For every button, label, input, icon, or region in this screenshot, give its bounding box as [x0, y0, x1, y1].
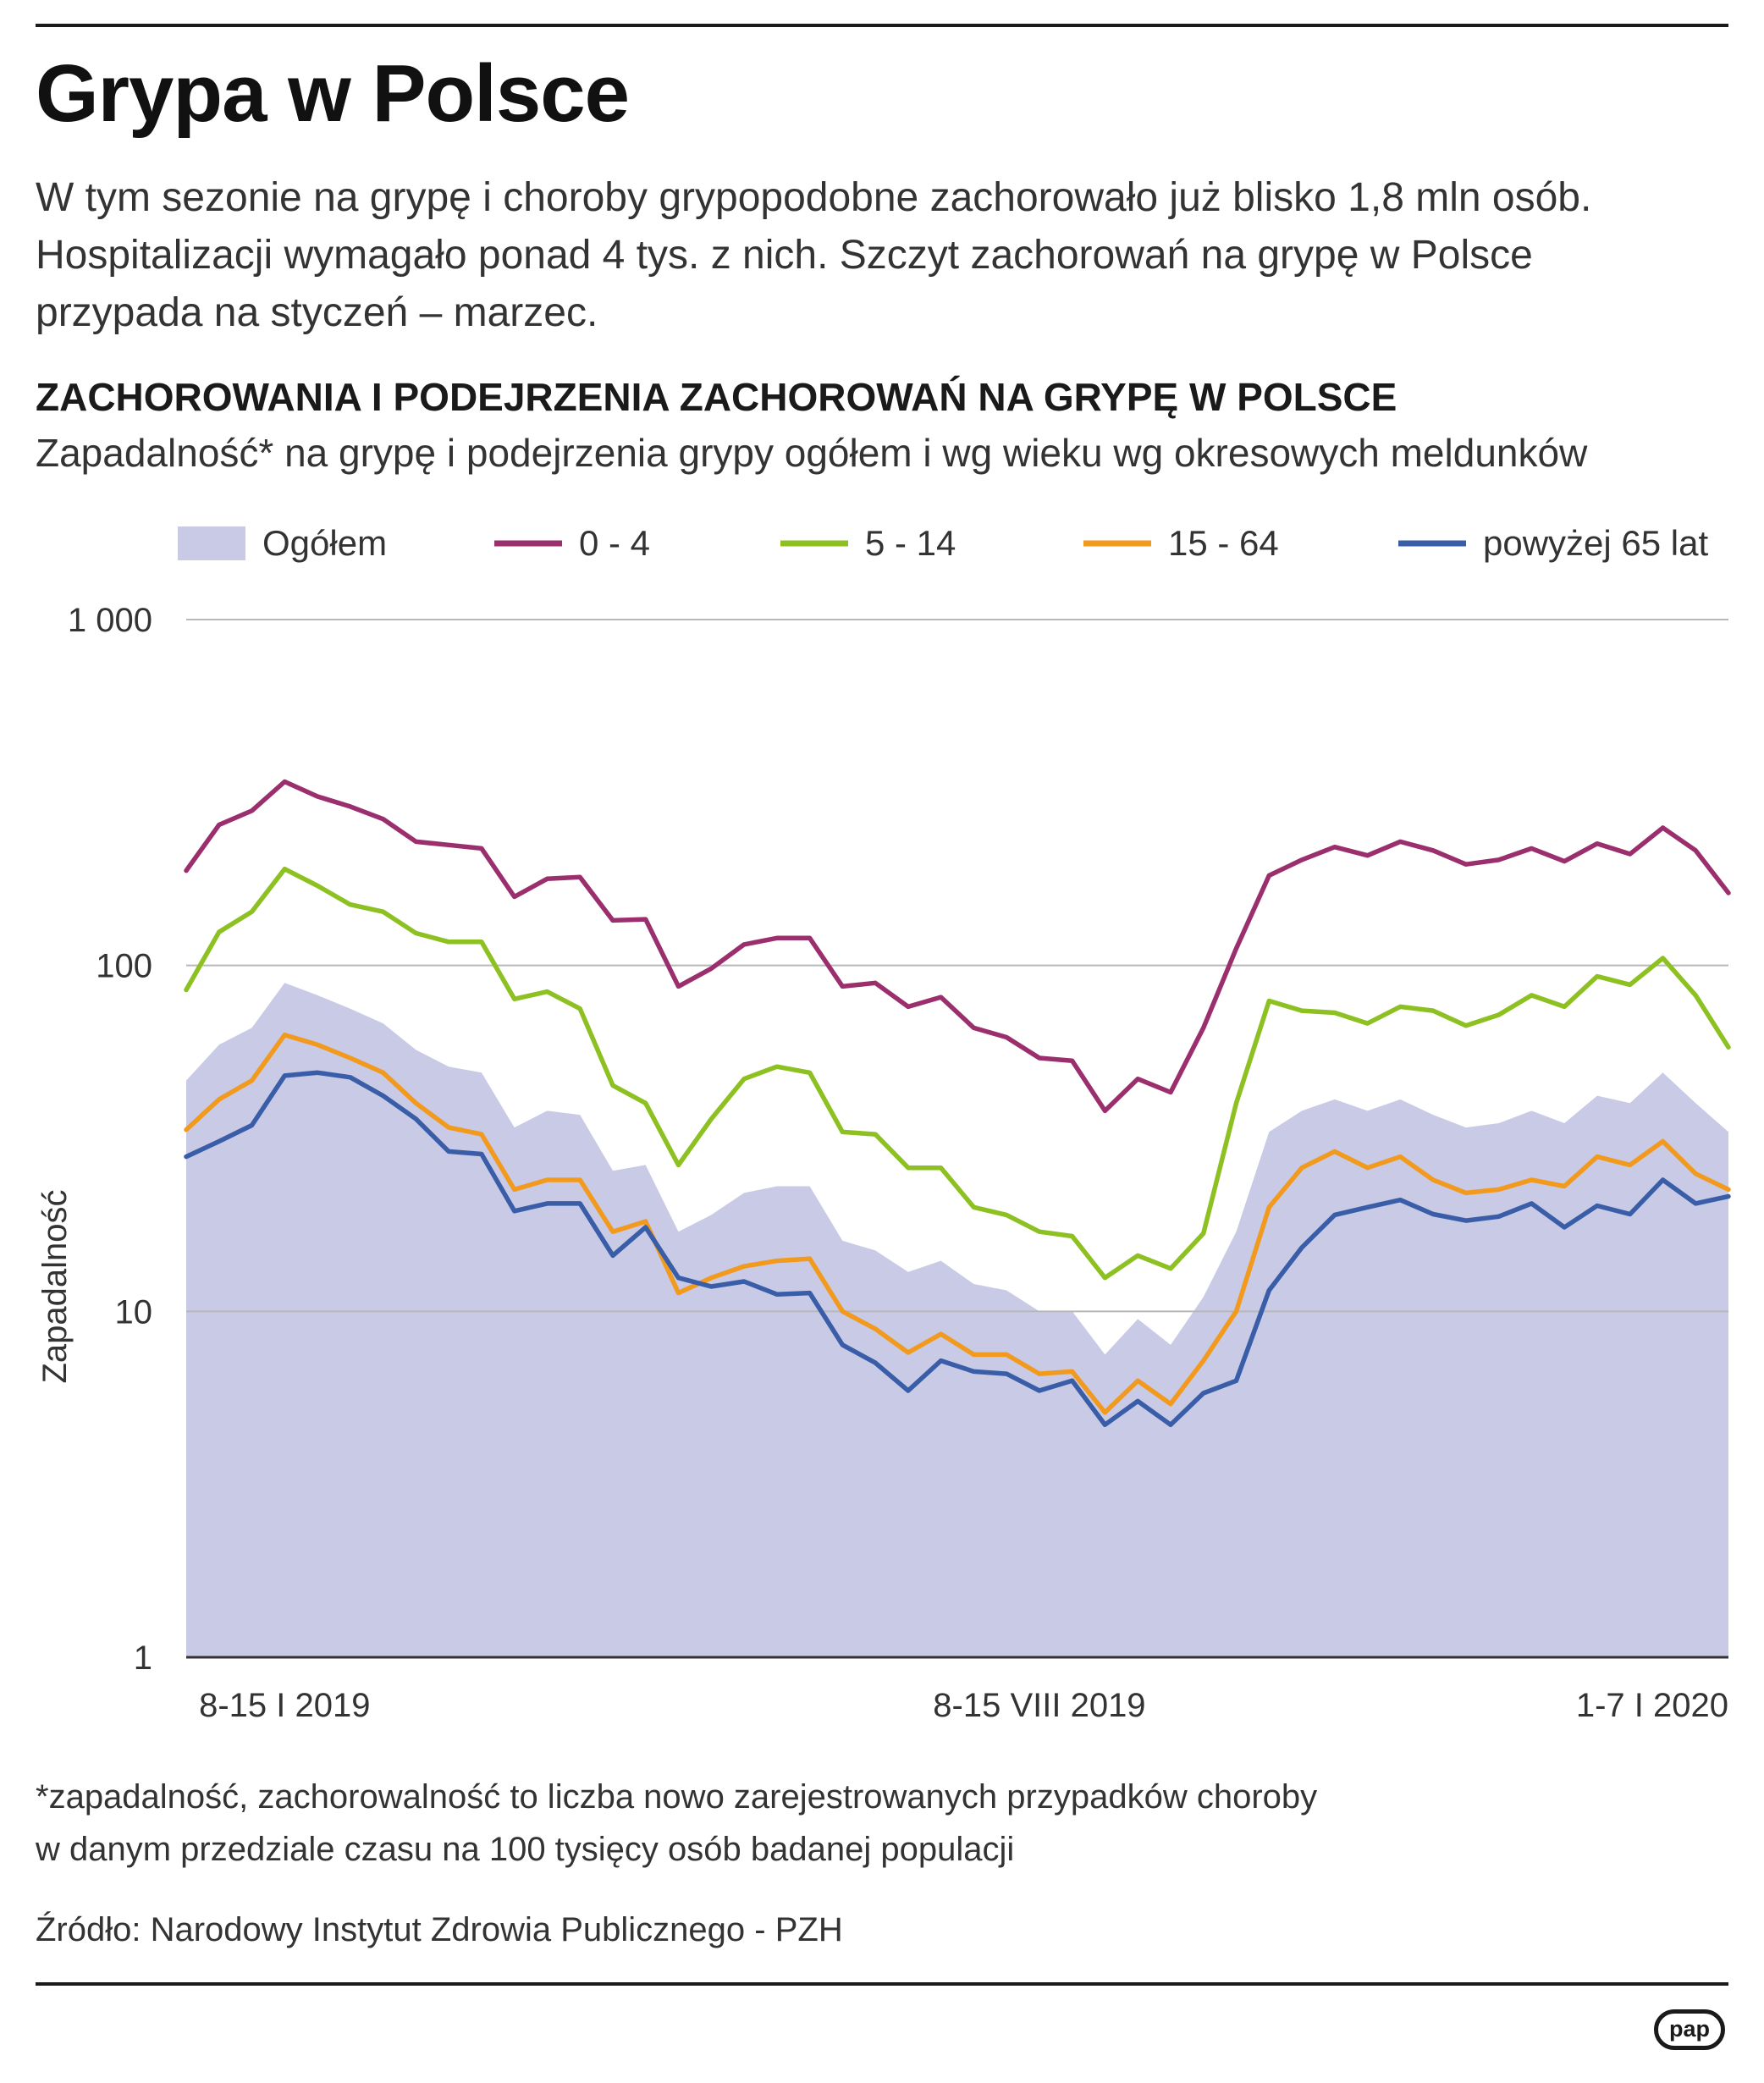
source-text: Źródło: Narodowy Instytut Zdrowia Public… — [36, 1911, 843, 1948]
y-tick-label-1: 1 — [134, 1639, 152, 1677]
x-tick-label-0: 8-15 I 2019 — [199, 1687, 370, 1724]
x-tick-label-1: 8-15 VIII 2019 — [933, 1687, 1145, 1724]
legend-label-15-64: 15 - 64 — [1168, 523, 1279, 563]
series-line-15-64 — [184, 1032, 1731, 1415]
x-tick-label-2: 1-7 I 2020 — [1576, 1687, 1728, 1724]
series-line-65+ — [184, 1070, 1731, 1428]
intro-text: W tym sezonie na grypę i choroby grypopo… — [36, 175, 1592, 335]
plot-area: 1 000 100 10 1 8-15 I 2019 8-15 VIII 2019 1-7 … — [68, 602, 1731, 1724]
legend-item-15-64: 15 - 64 — [1083, 523, 1279, 563]
series-line-0-4 — [184, 779, 1731, 1114]
legend-item-ogolem: Ogółem — [178, 523, 387, 563]
legend-item-5-14: 5 - 14 — [780, 523, 956, 563]
bottom-rule — [36, 1982, 1728, 1986]
y-tick-label-10: 10 — [115, 1293, 153, 1331]
footnote-line-1: *zapadalność, zachorowalność to liczba n… — [36, 1778, 1318, 1816]
legend-label-5-14: 5 - 14 — [865, 523, 956, 563]
legend-item-65-plus: powyżej 65 lat — [1398, 523, 1708, 563]
footnote: *zapadalność, zachorowalność to liczba n… — [36, 1771, 1695, 1876]
legend-label-65-plus: powyżej 65 lat — [1483, 523, 1708, 563]
area-ogolem — [186, 983, 1728, 1657]
legend: Ogółem 0 - 4 5 - 14 15 - 64 powyżej 65 l… — [178, 523, 1708, 563]
page-title: Grypa w Polsce — [36, 48, 630, 139]
series-line-5-14 — [184, 866, 1731, 1281]
legend-swatch-ogolem — [178, 526, 245, 560]
legend-item-0-4: 0 - 4 — [494, 523, 650, 563]
y-tick-label-100: 100 — [96, 948, 152, 985]
chart-subtitle: Zapadalność* na grypę i podejrzenia gryp… — [36, 431, 1588, 475]
y-axis-label: Zapadalność — [36, 1189, 74, 1383]
flu-incidence-chart: Ogółem 0 - 4 5 - 14 15 - 64 powyżej 65 l… — [36, 523, 1731, 1724]
legend-label-0-4: 0 - 4 — [579, 523, 650, 563]
legend-label-ogolem: Ogółem — [262, 523, 387, 563]
chart-title: ZACHOROWANIA I PODEJRZENIA ZACHOROWAŃ NA… — [36, 375, 1397, 419]
top-rule — [36, 24, 1728, 27]
pap-logo: pap — [1654, 2009, 1725, 2050]
y-tick-label-1000: 1 000 — [68, 602, 152, 639]
footnote-line-2: w danym przedziale czasu na 100 tysięcy … — [36, 1831, 1015, 1868]
